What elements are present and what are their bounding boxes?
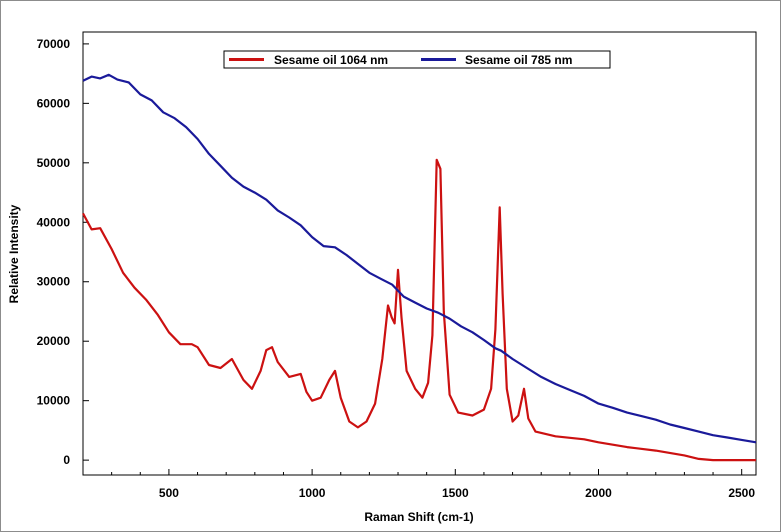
plot-area — [82, 31, 757, 476]
y-tick-label: 70000 — [37, 37, 71, 51]
y-tick-label: 40000 — [37, 215, 71, 229]
x-tick-label: 2000 — [585, 486, 612, 500]
x-tick-label: 2500 — [728, 486, 755, 500]
series-lines — [82, 73, 757, 462]
x-axis-title: Raman Shift (cm-1) — [364, 510, 473, 524]
legend-label-785nm: Sesame oil 785 nm — [465, 53, 572, 67]
y-tick-label: 0 — [63, 453, 70, 467]
y-tick-label: 10000 — [37, 394, 71, 408]
y-tick-label: 20000 — [37, 334, 71, 348]
x-tick-label: 500 — [159, 486, 179, 500]
y-tick-label: 30000 — [37, 275, 71, 289]
y-tick-label: 50000 — [37, 156, 71, 170]
axis-ticks: 0 10000 20000 30000 40000 50000 60000 70000 500 1… — [37, 37, 756, 500]
legend-label-1064nm: Sesame oil 1064 nm — [274, 53, 388, 67]
x-tick-label: 1500 — [442, 486, 469, 500]
legend-box — [223, 50, 611, 69]
series-line-sesame-oil-785-nm — [82, 73, 757, 444]
y-axis-title: Relative Intensity — [7, 204, 21, 303]
x-tick-label: 1000 — [299, 486, 326, 500]
legend: Sesame oil 1064 nm Sesame oil 785 nm — [223, 50, 611, 69]
y-tick-label: 60000 — [37, 96, 71, 110]
series-line-sesame-oil-1064-nm — [82, 158, 756, 462]
